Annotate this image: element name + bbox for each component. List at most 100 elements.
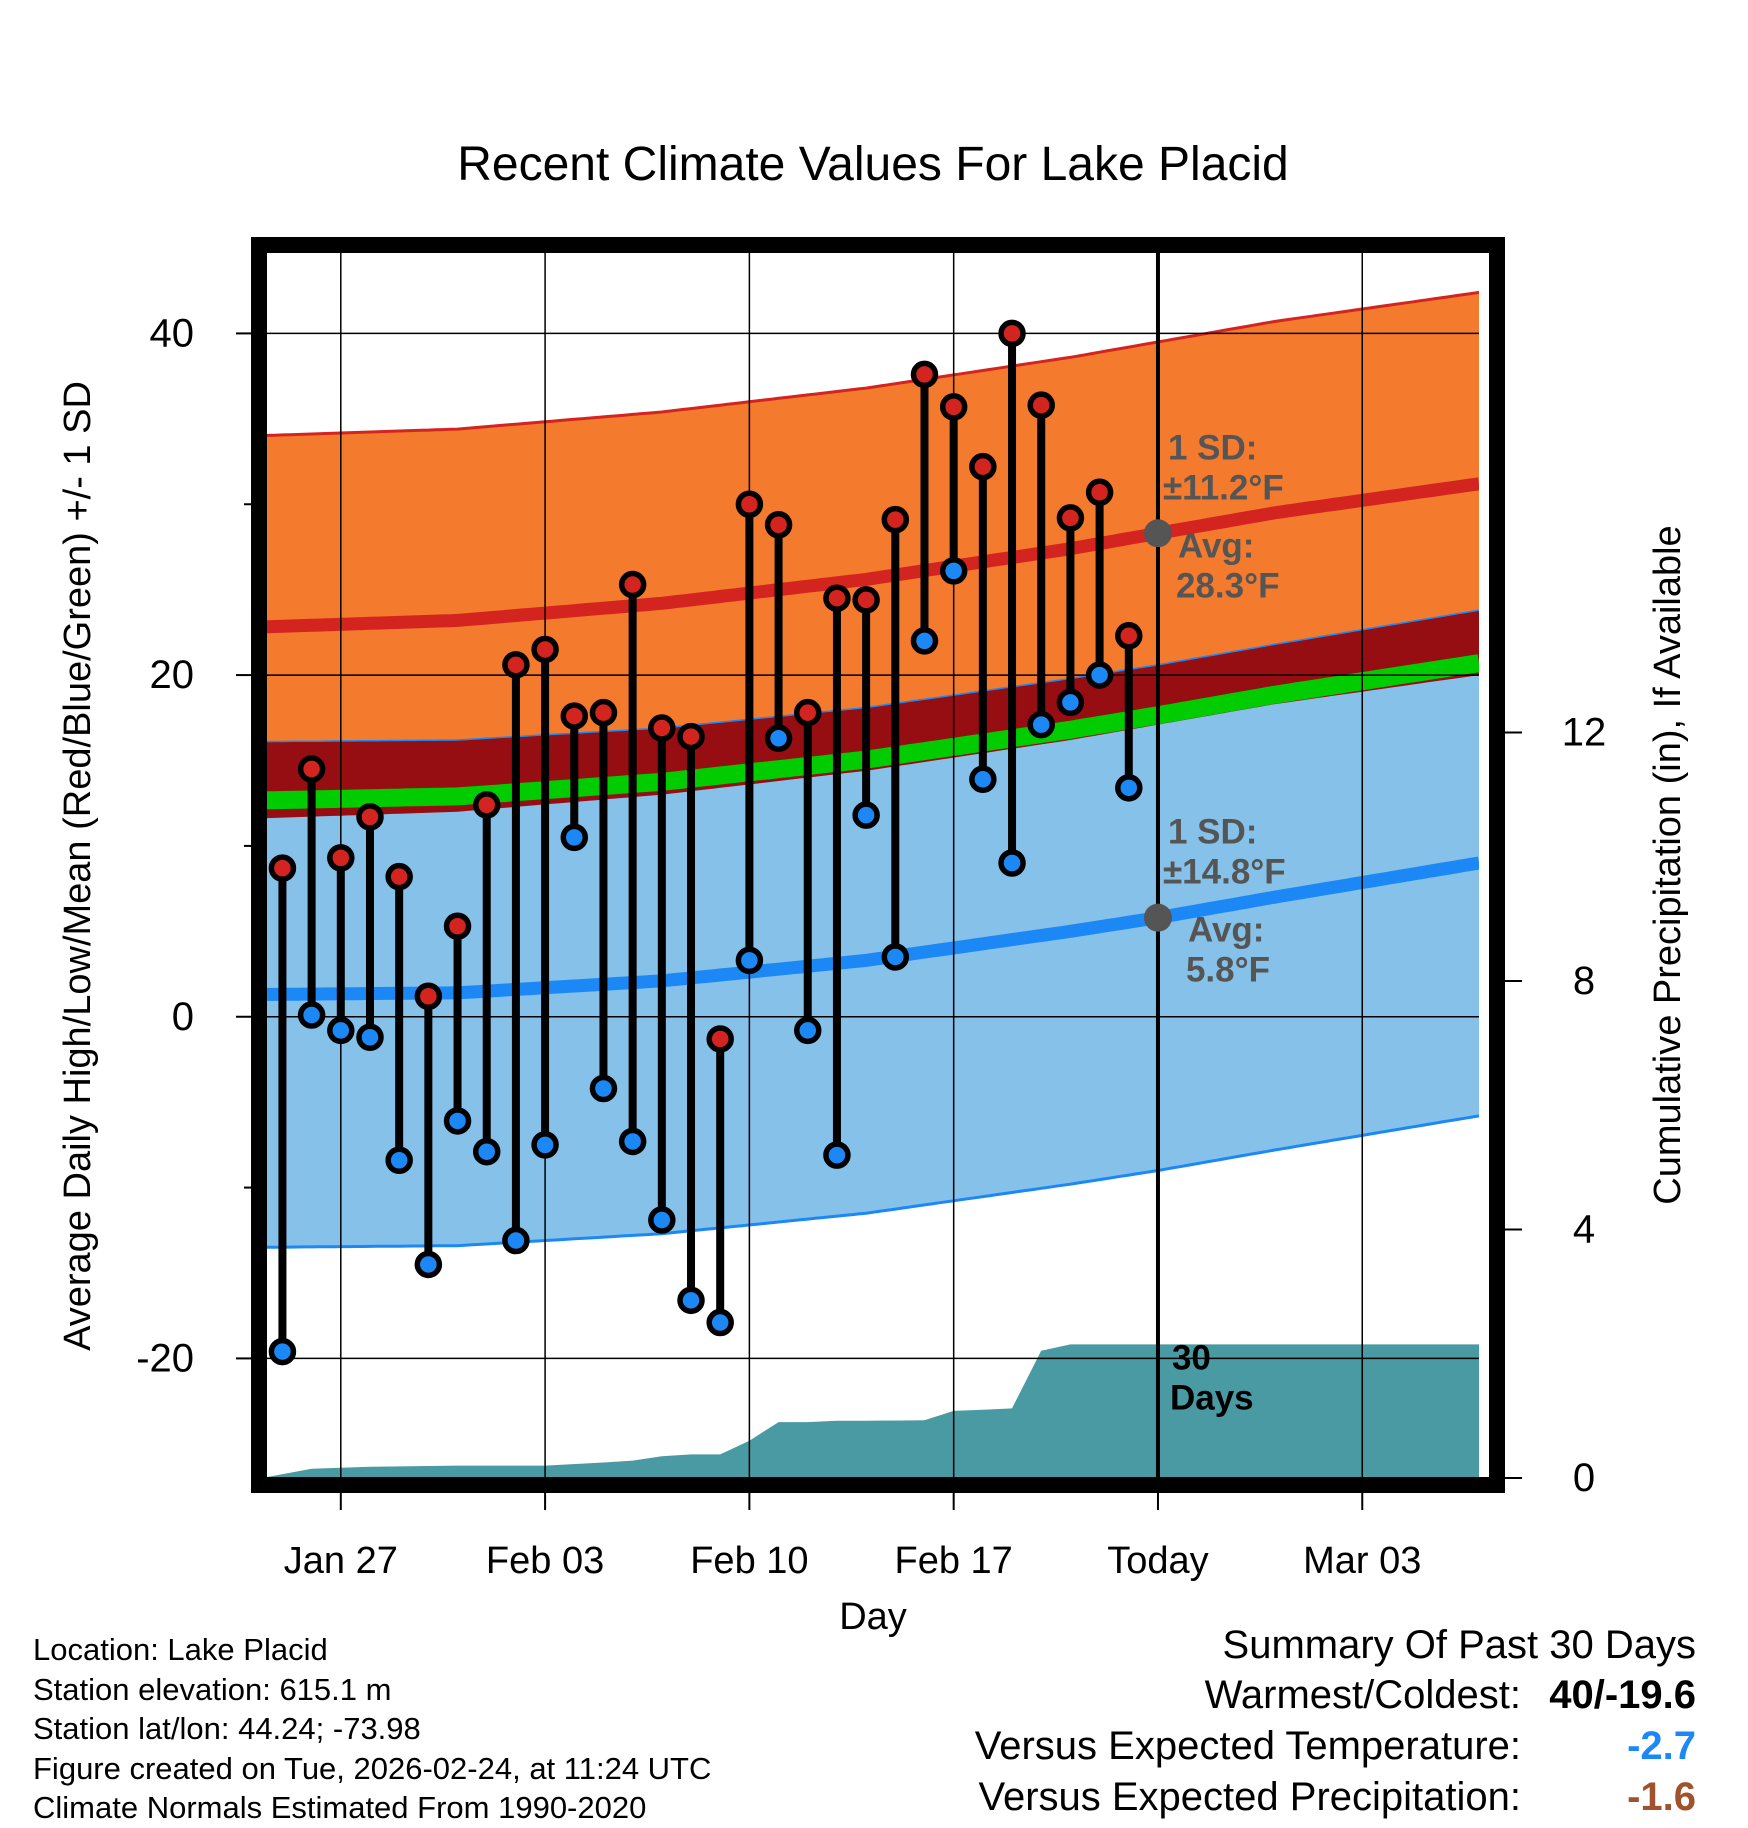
low-point	[1027, 710, 1055, 739]
x-tick-label: Jan 27	[284, 1540, 398, 1582]
low-point	[385, 1146, 413, 1174]
low-point	[327, 1016, 355, 1045]
precip-days-label: Days	[1170, 1378, 1254, 1417]
low-point	[268, 1337, 297, 1366]
high-point	[1085, 478, 1114, 507]
left-tick-label: 40	[150, 311, 195, 355]
left-tick-label: 20	[150, 653, 195, 697]
x-tick-label: Feb 10	[690, 1540, 808, 1582]
low-sd-value: ±14.8°F	[1163, 853, 1286, 892]
summary-panel: Summary Of Past 30 Days Warmest/Coldest:…	[796, 1620, 1696, 1823]
warmest-value: 40/-19.6	[1549, 1673, 1696, 1717]
high-point	[443, 912, 472, 940]
high-point	[910, 360, 939, 389]
warmest-row: Warmest/Coldest: 40/-19.6	[796, 1670, 1696, 1721]
location-text: Location: Lake Placid	[33, 1632, 328, 1667]
elevation-text: Station elevation: 615.1 m	[33, 1671, 392, 1707]
low-point	[794, 1016, 822, 1045]
temp-label: Versus Expected Temperature:	[974, 1724, 1521, 1768]
high-avg-label: Avg:	[1178, 526, 1254, 565]
precip-area	[262, 1344, 1479, 1478]
high-point	[939, 393, 968, 421]
right-tick-label: 0	[1573, 1456, 1595, 1500]
station-info: Location: Lake Placid Station elevation:…	[33, 1630, 711, 1828]
normals-text: Climate Normals Estimated From 1990-2020	[33, 1790, 647, 1825]
high-point	[1027, 391, 1055, 419]
high-point	[998, 319, 1026, 348]
low-avg-value: 5.8°F	[1186, 951, 1270, 990]
low-point	[414, 1250, 443, 1279]
low-point	[881, 943, 910, 971]
low-point	[939, 557, 968, 585]
warmest-label: Warmest/Coldest:	[1204, 1673, 1521, 1717]
low-avg-marker	[1143, 903, 1172, 932]
precip-row: Versus Expected Precipitation: -1.6	[796, 1772, 1696, 1823]
low-point	[618, 1127, 647, 1156]
left-tick-label: 0	[172, 995, 194, 1039]
plot-frame	[251, 237, 1505, 1493]
precip-label: Versus Expected Precipitation:	[978, 1775, 1521, 1819]
chart-title: Recent Climate Values For Lake Placid	[457, 138, 1289, 191]
high-sd-value: ±11.2°F	[1163, 468, 1284, 507]
high-point	[531, 635, 559, 664]
high-point	[327, 844, 355, 872]
left-axis-label: Average Daily High/Low/Mean (Red/Blue/Gr…	[57, 381, 99, 1351]
high-point	[852, 586, 880, 614]
latlon-text: Station lat/lon: 44.24; -73.98	[33, 1711, 421, 1746]
high-point	[735, 490, 764, 518]
high-avg-value: 28.3°F	[1176, 566, 1280, 605]
right-tick-label: 8	[1573, 959, 1595, 1003]
low-point	[1056, 688, 1085, 717]
right-axis-label: Cumulative Precipitation (in), If Availa…	[1647, 525, 1689, 1204]
high-point	[618, 570, 647, 599]
x-tick-label: Mar 03	[1303, 1540, 1421, 1582]
temp-row: Versus Expected Temperature: -2.7	[796, 1721, 1696, 1772]
right-tick-label: 4	[1573, 1208, 1595, 1252]
low-point	[735, 946, 764, 975]
summary-heading: Summary Of Past 30 Days	[1222, 1623, 1696, 1667]
high-point	[969, 452, 997, 481]
low-point	[531, 1131, 559, 1159]
low-point	[823, 1141, 851, 1169]
low-point	[1115, 774, 1143, 802]
high-point	[356, 803, 384, 831]
left-tick-label: -20	[136, 1336, 194, 1380]
high-point	[472, 791, 501, 819]
low-point	[998, 849, 1026, 877]
high-point	[1115, 622, 1143, 650]
low-lower-edge	[262, 1114, 1479, 1249]
low-avg-label: Avg:	[1188, 911, 1264, 950]
low-point	[852, 801, 880, 829]
high-point	[385, 862, 413, 891]
high-point	[706, 1025, 734, 1053]
low-point	[502, 1226, 530, 1255]
low-point	[443, 1107, 472, 1135]
precip-days-number: 30	[1172, 1338, 1211, 1377]
high-point	[589, 698, 618, 727]
high-point	[881, 505, 910, 534]
low-point	[560, 823, 589, 852]
high-normal-line	[262, 477, 1479, 634]
high-point	[823, 584, 851, 612]
low-sd-label: 1 SD:	[1168, 813, 1257, 852]
high-point	[414, 982, 443, 1010]
high-point	[268, 854, 297, 882]
right-tick-label: 12	[1562, 711, 1607, 755]
low-point	[969, 765, 997, 794]
low-point	[648, 1206, 676, 1234]
high-point	[677, 722, 705, 751]
low-point	[706, 1308, 734, 1337]
low-point	[297, 1001, 326, 1029]
x-tick-label: Feb 03	[486, 1540, 604, 1582]
low-point	[764, 724, 793, 753]
high-point	[648, 714, 676, 742]
low-point	[589, 1074, 618, 1103]
high-upper-edge	[262, 290, 1479, 438]
created-text: Figure created on Tue, 2026-02-24, at 11…	[33, 1750, 712, 1786]
high-point	[1056, 504, 1085, 532]
low-point	[472, 1137, 501, 1166]
high-point	[764, 511, 793, 539]
high-point	[502, 651, 530, 679]
x-axis-label: Day	[839, 1596, 907, 1638]
